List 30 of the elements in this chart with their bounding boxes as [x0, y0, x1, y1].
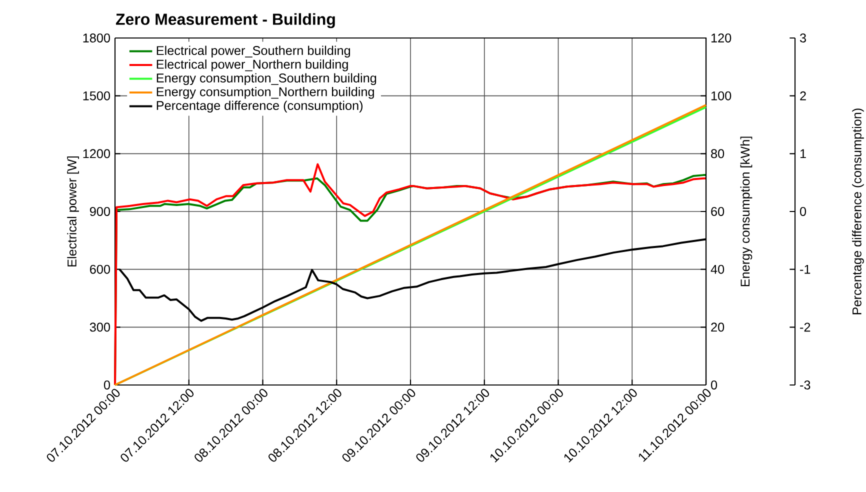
- y3-tick-label: 2: [800, 91, 806, 100]
- y2-axis-title: Energy consumption [kWh]: [740, 136, 752, 286]
- y2-tick-label: 120: [711, 34, 732, 42]
- y-axis-title: Electrical power [W]: [67, 156, 79, 266]
- y-tick-label: 1200: [83, 149, 110, 158]
- legend-label: Percentage difference (consumption): [156, 100, 363, 113]
- y3-tick-label: 1: [800, 149, 806, 158]
- y3-axis-title: Percentage difference (consumption): [852, 108, 864, 314]
- y2-tick-label: 80: [711, 149, 724, 158]
- y2-tick-label: 60: [711, 207, 724, 216]
- y2-tick-label: 0: [711, 380, 718, 390]
- y2-tick-label: 100: [711, 91, 732, 100]
- y3-tick-label: -2: [800, 322, 810, 332]
- y-tick-label: 600: [90, 264, 110, 274]
- chart-title: Zero Measurement - Building: [116, 13, 335, 28]
- y-tick-label: 900: [90, 207, 110, 216]
- legend-label: Energy consumption_Southern building: [156, 73, 376, 86]
- y2-tick-label: 20: [711, 322, 724, 332]
- y3-tick-label: -1: [800, 264, 810, 274]
- y2-tick-label: 40: [710, 264, 724, 274]
- y-tick-label: 1500: [83, 91, 110, 100]
- legend-label: Electrical power_Southern building: [156, 46, 350, 58]
- y3-tick-label: 0: [800, 207, 806, 216]
- legend-label: Electrical power_Northern building: [156, 59, 348, 72]
- y-tick-label: 1800: [83, 34, 110, 42]
- y3-tick-label: -3: [800, 380, 810, 390]
- y-tick-label: 300: [90, 322, 110, 332]
- y-tick-label: 0: [104, 380, 110, 390]
- legend-label: Energy consumption_Northern building: [156, 86, 374, 99]
- y3-tick-label: 3: [800, 34, 806, 42]
